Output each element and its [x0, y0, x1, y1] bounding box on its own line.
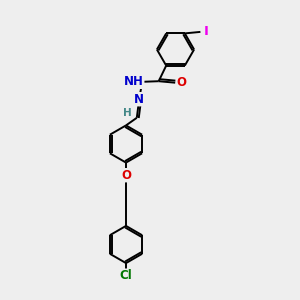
Text: O: O: [121, 169, 131, 182]
Text: Cl: Cl: [120, 269, 132, 282]
Text: N: N: [134, 93, 144, 106]
Text: O: O: [177, 76, 187, 89]
Text: H: H: [123, 108, 132, 118]
Text: NH: NH: [124, 75, 144, 88]
Text: I: I: [203, 26, 208, 38]
